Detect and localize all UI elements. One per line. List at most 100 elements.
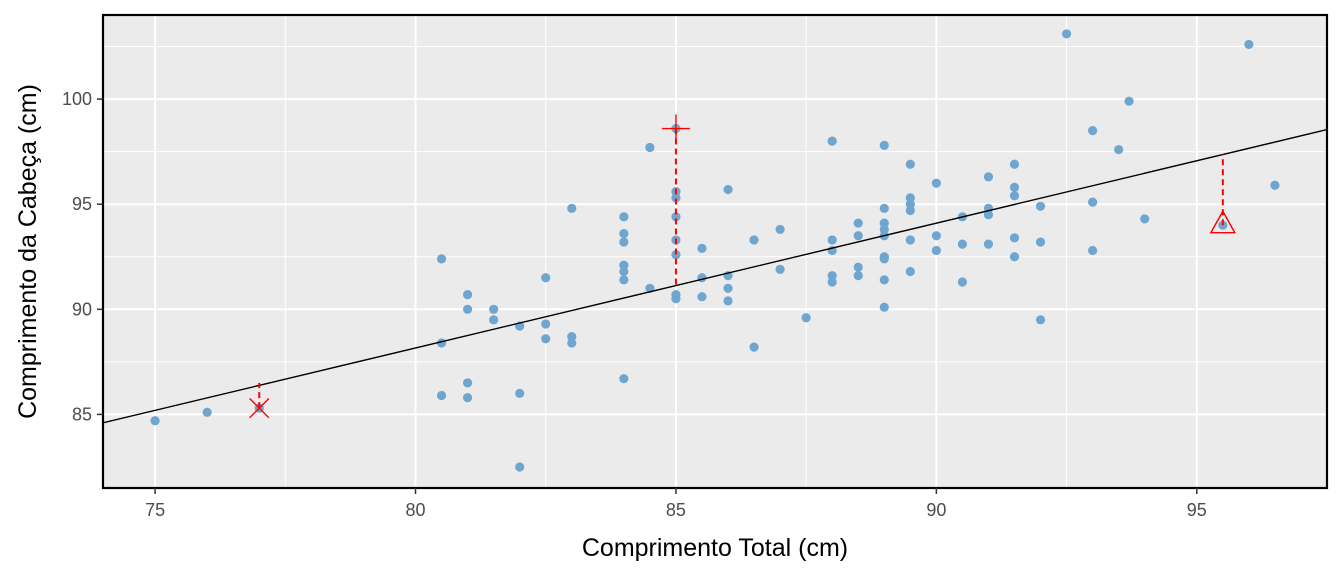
highlight-marker-plus-1 — [661, 114, 690, 143]
data-point-21 — [619, 212, 629, 222]
highlight-marker-x-0 — [249, 398, 270, 419]
data-point-23 — [619, 237, 629, 247]
data-points — [150, 29, 1280, 472]
data-point-28 — [645, 142, 655, 153]
data-point-38 — [697, 243, 707, 253]
data-point-54 — [827, 277, 837, 287]
data-point-69 — [905, 193, 915, 203]
data-point-11 — [489, 315, 499, 325]
y-tick-label-1: 90 — [72, 299, 92, 319]
data-point-73 — [905, 266, 915, 277]
data-point-43 — [723, 283, 733, 293]
data-point-68 — [905, 159, 915, 169]
data-point-24 — [619, 260, 629, 270]
data-point-74 — [931, 178, 941, 188]
data-point-66 — [879, 275, 889, 285]
data-point-15 — [541, 273, 551, 283]
data-point-25 — [619, 266, 629, 277]
minor-gridlines — [103, 15, 1327, 488]
data-point-8 — [462, 378, 473, 388]
data-point-18 — [567, 203, 577, 214]
data-point-82 — [983, 210, 994, 220]
data-point-61 — [879, 218, 889, 228]
data-point-79 — [957, 277, 968, 287]
data-point-22 — [619, 229, 629, 239]
data-point-45 — [749, 235, 759, 245]
x-axis-title: Comprimento Total (cm) — [582, 534, 848, 562]
data-point-27 — [619, 374, 629, 384]
y-axis-ticks: 85 90 95 100 — [62, 89, 103, 424]
y-axis-title: Comprimento da Cabeça (cm) — [14, 84, 42, 419]
data-point-83 — [983, 239, 994, 249]
data-point-40 — [697, 292, 707, 302]
data-point-33 — [671, 212, 681, 222]
y-tick-label-2: 95 — [72, 194, 92, 214]
plot-panel — [103, 15, 1327, 488]
data-point-17 — [541, 334, 551, 344]
data-point-72 — [905, 235, 915, 245]
y-tick-label-0: 85 — [72, 404, 92, 424]
data-point-26 — [619, 275, 629, 285]
data-point-90 — [1035, 237, 1046, 247]
data-point-39 — [697, 273, 707, 283]
data-point-47 — [775, 224, 785, 235]
data-point-10 — [489, 304, 499, 314]
data-point-9 — [462, 393, 473, 403]
data-point-88 — [1009, 252, 1020, 262]
data-point-98 — [1140, 214, 1150, 224]
x-axis-ticks: 75 80 85 90 95 — [145, 488, 1207, 520]
data-point-87 — [1009, 233, 1020, 243]
x-tick-label-3: 90 — [926, 500, 946, 520]
data-point-57 — [853, 262, 863, 272]
data-point-53 — [827, 271, 837, 281]
data-point-100 — [1244, 39, 1254, 50]
data-point-16 — [541, 319, 551, 329]
data-point-70 — [905, 199, 915, 209]
data-point-56 — [853, 231, 863, 241]
data-point-19 — [567, 332, 577, 342]
data-point-48 — [775, 264, 785, 274]
data-point-93 — [1088, 126, 1098, 136]
panel-border — [101, 13, 1329, 490]
data-point-86 — [1009, 191, 1020, 201]
data-point-94 — [1088, 197, 1098, 207]
highlight-marker-triangle-2 — [1209, 209, 1237, 234]
data-point-91 — [1035, 315, 1046, 325]
data-point-78 — [957, 239, 968, 249]
data-point-59 — [879, 140, 889, 150]
data-point-101 — [1270, 180, 1280, 190]
data-point-7 — [462, 304, 473, 314]
data-point-0 — [150, 416, 160, 426]
data-point-58 — [853, 271, 863, 281]
data-point-65 — [879, 254, 889, 264]
x-tick-label-0: 75 — [145, 500, 165, 520]
data-point-71 — [905, 205, 915, 216]
data-point-97 — [1124, 96, 1134, 106]
data-point-1 — [202, 407, 212, 417]
x-tick-label-4: 95 — [1187, 500, 1207, 520]
data-point-60 — [879, 203, 889, 214]
major-gridlines — [103, 15, 1327, 488]
data-point-6 — [462, 289, 473, 300]
data-point-13 — [515, 388, 525, 398]
data-point-35 — [671, 250, 681, 260]
data-point-5 — [436, 390, 447, 401]
regression-line-group — [102, 128, 1328, 424]
y-tick-label-3: 100 — [62, 89, 92, 109]
data-point-49 — [801, 313, 811, 323]
data-point-14 — [515, 462, 525, 472]
data-point-32 — [671, 193, 681, 203]
data-point-55 — [853, 218, 863, 228]
highlighted-points — [249, 114, 1237, 419]
data-point-89 — [1035, 201, 1046, 211]
data-point-46 — [749, 342, 759, 352]
data-point-76 — [931, 245, 941, 256]
data-point-84 — [1009, 159, 1020, 169]
data-point-41 — [723, 184, 733, 195]
x-tick-label-2: 85 — [666, 500, 686, 520]
data-point-20 — [567, 338, 577, 348]
x-tick-label-1: 80 — [405, 500, 425, 520]
data-point-96 — [1114, 144, 1124, 155]
data-point-44 — [723, 296, 733, 306]
